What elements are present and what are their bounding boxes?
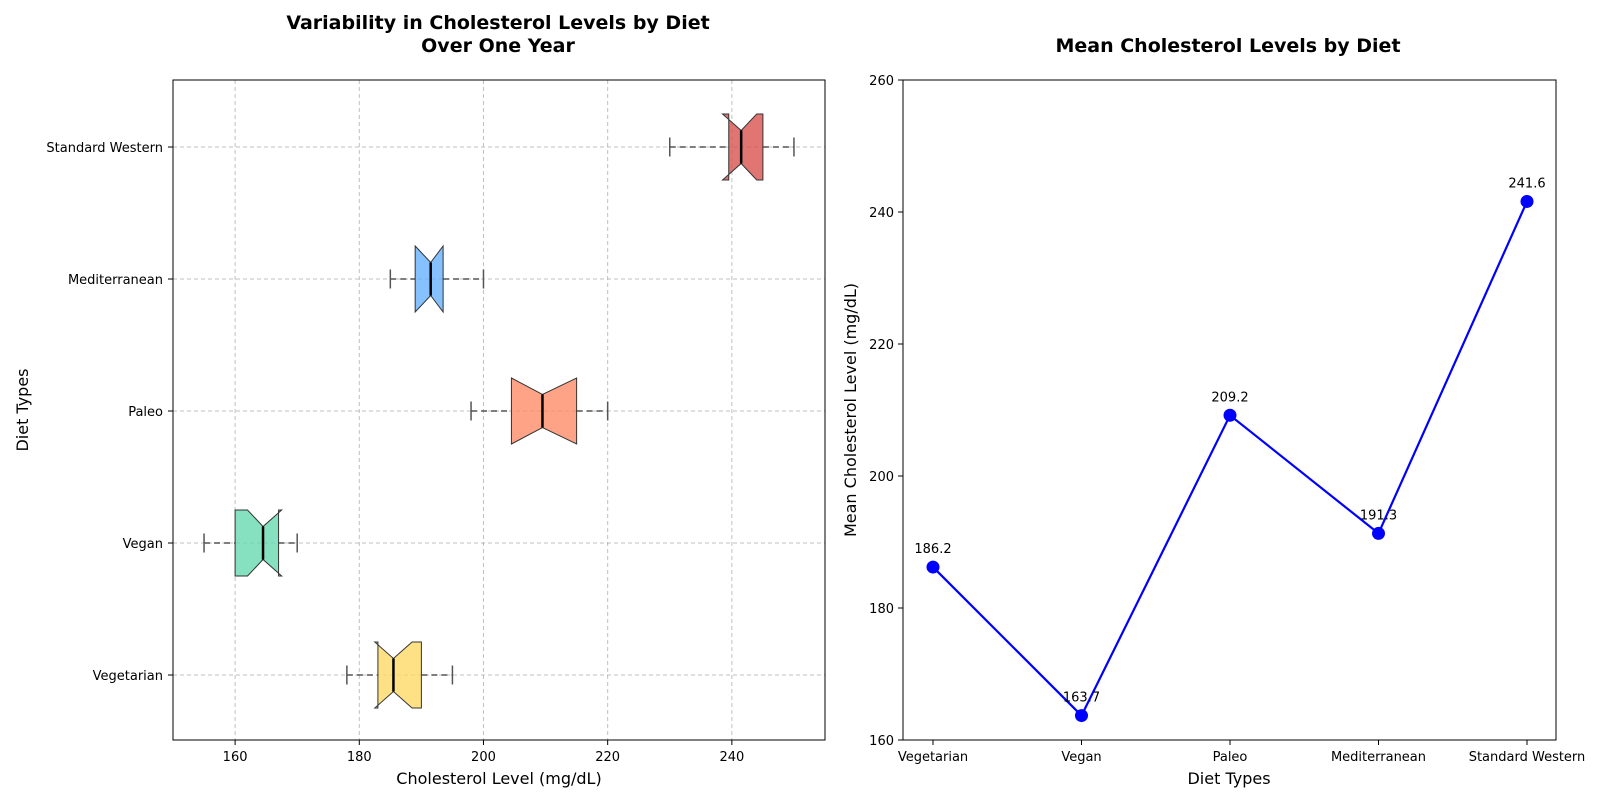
- boxplot-title-line-1: Variability in Cholesterol Levels by Die…: [286, 12, 709, 34]
- line-chart-x-ticks: Vegetarian Vegan Paleo Mediterranean Standar…: [898, 740, 1585, 765]
- line-chart-y-axis-label: Mean Cholesterol Level (mg/dL): [841, 283, 860, 537]
- y-tick-label-220: 220: [869, 338, 894, 353]
- boxplot-y-ticks: Vegetarian Vegan Paleo Mediterranean Standar…: [46, 141, 173, 684]
- box-body-standard-western: [721, 113, 764, 181]
- boxplot-y-axis-label: Diet Types: [13, 368, 32, 451]
- boxplot-x-ticks: 160 180 200 220 240: [223, 740, 744, 765]
- line-chart-plot-frame: [902, 79, 1557, 741]
- box-body-mediterranean: [414, 244, 444, 314]
- x-tick-label-240: 240: [719, 750, 744, 765]
- mean-point-paleo: [1223, 408, 1237, 422]
- boxplot-panel: Variability in Cholesterol Levels by Die…: [13, 12, 826, 788]
- x-tick-label-paleo: Paleo: [1213, 750, 1248, 765]
- x-tick-label-180: 180: [347, 750, 372, 765]
- x-tick-label-220: 220: [595, 750, 620, 765]
- mean-line: [932, 200, 1529, 718]
- line-chart-series: 186.2 163.7 209.2 191.3 241.6: [914, 176, 1546, 723]
- boxplot-title-line-2: Over One Year: [421, 35, 575, 57]
- box-body-vegetarian: [373, 641, 422, 709]
- mean-point-mediterranean: [1372, 526, 1385, 540]
- y-tick-label-260: 260: [869, 74, 894, 89]
- line-chart-panel: Mean Cholesterol Levels by Diet 160 180 20…: [841, 35, 1585, 788]
- line-chart-title: Mean Cholesterol Levels by Diet: [1055, 35, 1400, 57]
- line-chart-x-axis-label: Diet Types: [1187, 769, 1270, 788]
- y-tick-label-paleo: Paleo: [128, 405, 163, 420]
- mean-value-label-vegan: 163.7: [1063, 691, 1100, 706]
- x-tick-label-160: 160: [223, 750, 248, 765]
- box-vegetarian: [346, 641, 454, 709]
- y-tick-label-240: 240: [869, 206, 894, 221]
- box-standard-western: [669, 113, 795, 181]
- x-tick-label-vegan: Vegan: [1061, 750, 1101, 765]
- y-tick-label-160: 160: [869, 734, 894, 749]
- y-tick-label-180: 180: [869, 602, 894, 617]
- boxplot-boxes: [203, 113, 795, 709]
- x-tick-label-200: 200: [471, 750, 496, 765]
- x-tick-label-standard-western: Standard Western: [1469, 750, 1586, 765]
- box-mediterranean: [389, 244, 485, 314]
- x-tick-label-mediterranean: Mediterranean: [1331, 750, 1426, 765]
- box-paleo: [470, 377, 609, 445]
- boxplot-plot-frame: [172, 79, 826, 741]
- y-tick-label-vegetarian: Vegetarian: [93, 669, 163, 684]
- mean-value-label-vegetarian: 186.2: [914, 542, 951, 557]
- mean-value-label-mediterranean: 191.3: [1360, 508, 1397, 523]
- mean-point-vegetarian: [926, 560, 940, 574]
- line-chart-y-ticks: 160 180 200 220 240 260: [869, 74, 903, 749]
- mean-value-label-paleo: 209.2: [1211, 390, 1248, 405]
- boxplot-x-axis-label: Cholesterol Level (mg/dL): [396, 769, 601, 788]
- y-tick-label-vegan: Vegan: [123, 537, 163, 552]
- box-body-vegan: [234, 509, 283, 577]
- box-vegan: [203, 509, 298, 577]
- mean-point-standard-western: [1520, 194, 1534, 208]
- x-tick-label-vegetarian: Vegetarian: [898, 750, 968, 765]
- mean-point-vegan: [1075, 709, 1088, 723]
- y-tick-label-mediterranean: Mediterranean: [68, 273, 163, 288]
- y-tick-label-200: 200: [869, 470, 894, 485]
- mean-value-label-standard-western: 241.6: [1508, 176, 1545, 191]
- y-tick-label-standard-western: Standard Western: [46, 141, 163, 156]
- box-body-paleo: [510, 377, 578, 445]
